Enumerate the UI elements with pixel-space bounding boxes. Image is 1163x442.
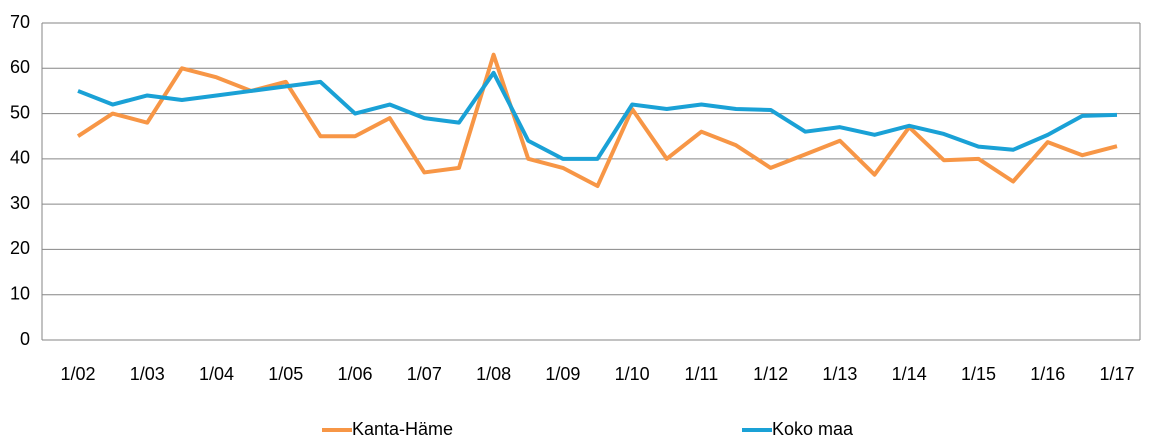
x-tick-label: 1/12 xyxy=(753,364,788,384)
y-tick-label: 10 xyxy=(10,283,30,303)
x-tick-label: 1/02 xyxy=(60,364,95,384)
y-tick-label: 50 xyxy=(10,102,30,122)
x-tick-label: 1/06 xyxy=(338,364,373,384)
x-tick-label: 1/14 xyxy=(892,364,927,384)
y-tick-label: 0 xyxy=(20,329,30,349)
legend-label: Kanta-Häme xyxy=(352,419,453,439)
x-tick-label: 1/03 xyxy=(130,364,165,384)
x-tick-label: 1/16 xyxy=(1030,364,1065,384)
x-tick-label: 1/10 xyxy=(615,364,650,384)
x-tick-label: 1/08 xyxy=(476,364,511,384)
x-tick-label: 1/07 xyxy=(407,364,442,384)
x-tick-label: 1/13 xyxy=(822,364,857,384)
y-tick-label: 60 xyxy=(10,57,30,77)
series-line xyxy=(76,52,1118,189)
series-line xyxy=(77,70,1118,161)
x-tick-label: 1/17 xyxy=(1099,364,1134,384)
legend-label: Koko maa xyxy=(772,419,854,439)
x-tick-label: 1/11 xyxy=(685,364,719,384)
y-tick-label: 70 xyxy=(10,12,30,32)
y-tick-label: 40 xyxy=(10,148,30,168)
y-tick-label: 20 xyxy=(10,238,30,258)
x-tick-label: 1/05 xyxy=(268,364,303,384)
y-tick-label: 30 xyxy=(10,193,30,213)
x-tick-label: 1/09 xyxy=(545,364,580,384)
x-tick-label: 1/04 xyxy=(199,364,234,384)
x-tick-label: 1/15 xyxy=(961,364,996,384)
